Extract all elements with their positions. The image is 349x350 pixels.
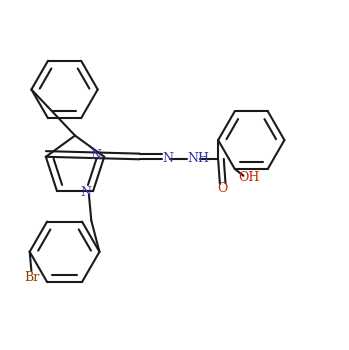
Text: N: N: [162, 152, 173, 165]
Text: NH: NH: [188, 152, 210, 165]
Text: Br: Br: [24, 272, 39, 285]
Text: O: O: [217, 182, 228, 195]
Text: N: N: [90, 148, 101, 162]
Text: N: N: [80, 186, 91, 200]
Text: OH: OH: [239, 171, 260, 184]
